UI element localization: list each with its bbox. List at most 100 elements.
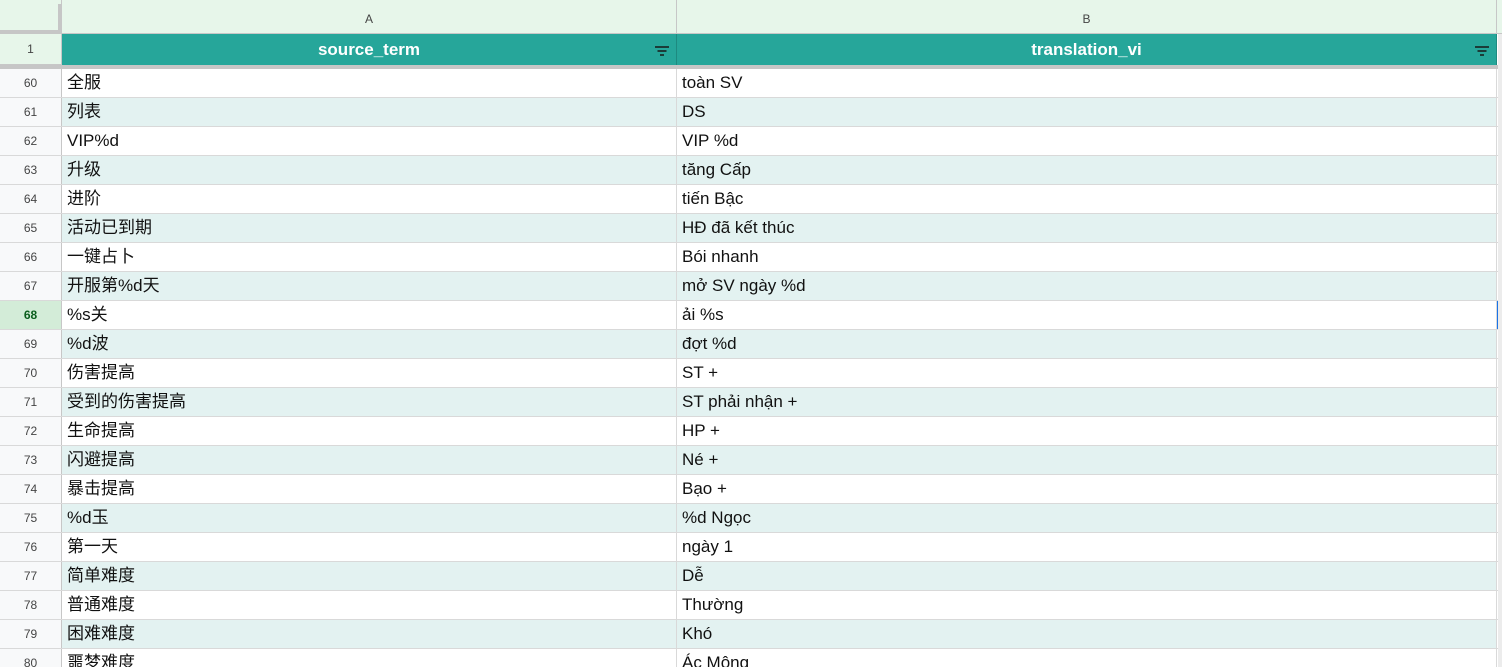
translation-cell[interactable]: VIP %d [677,127,1497,155]
select-all-corner[interactable] [0,0,62,34]
column-header-b[interactable]: B [677,0,1497,34]
translation-cell[interactable]: Thường [677,591,1497,619]
translation-cell[interactable]: HĐ đã kết thúc [677,214,1497,242]
freeze-handle-vertical[interactable] [58,4,62,34]
row-header[interactable]: 78 [0,591,62,619]
row-header[interactable]: 71 [0,388,62,416]
translation-cell[interactable]: %d Ngọc [677,504,1497,532]
table-row: 62 VIP%d VIP %d [0,127,1502,156]
vertical-scrollbar[interactable] [1498,34,1502,667]
table-row: 61 列表 DS [0,98,1502,127]
row-header-1[interactable]: 1 [0,34,62,65]
translation-cell[interactable]: ST + [677,359,1497,387]
source-term-cell[interactable]: 列表 [62,98,677,126]
source-term-cell[interactable]: %d玉 [62,504,677,532]
table-row: 68 %s关 ải %s [0,301,1502,330]
source-term-cell[interactable]: 伤害提高 [62,359,677,387]
translation-cell[interactable]: Dễ [677,562,1497,590]
data-rows: 60 全服 toàn SV 61 列表 DS 62 VIP%d VIP %d 6… [0,69,1502,667]
source-term-cell[interactable]: 进阶 [62,185,677,213]
row-header[interactable]: 63 [0,156,62,184]
table-row: 71 受到的伤害提高 ST phải nhận + [0,388,1502,417]
table-row: 79 困难难度 Khó [0,620,1502,649]
source-term-cell[interactable]: 第一天 [62,533,677,561]
column-header-bar [0,0,1502,34]
frozen-row-divider[interactable] [0,65,1502,69]
row-header[interactable]: 69 [0,330,62,358]
row-header[interactable]: 79 [0,620,62,648]
table-row: 60 全服 toàn SV [0,69,1502,98]
row-header[interactable]: 70 [0,359,62,387]
source-term-cell[interactable]: %d波 [62,330,677,358]
row-header[interactable]: 74 [0,475,62,503]
row-header[interactable]: 73 [0,446,62,474]
translation-cell[interactable]: Khó [677,620,1497,648]
row-header[interactable]: 66 [0,243,62,271]
source-term-cell[interactable]: 暴击提高 [62,475,677,503]
row-header[interactable]: 77 [0,562,62,590]
header-label-source-term: source_term [317,40,421,59]
row-header[interactable]: 64 [0,185,62,213]
source-term-cell[interactable]: 普通难度 [62,591,677,619]
table-row: 63 升级 tăng Cấp [0,156,1502,185]
source-term-cell[interactable]: 全服 [62,69,677,97]
translation-cell[interactable]: ải %s [677,301,1497,329]
translation-cell[interactable]: Bạo + [677,475,1497,503]
translation-cell[interactable]: DS [677,98,1497,126]
translation-cell[interactable]: Né + [677,446,1497,474]
source-term-cell[interactable]: 闪避提高 [62,446,677,474]
source-term-cell[interactable]: 简单难度 [62,562,677,590]
header-cell-translation-vi[interactable]: translation_vi [677,34,1497,65]
translation-cell[interactable]: Bói nhanh [677,243,1497,271]
table-row: 72 生命提高 HP + [0,417,1502,446]
row-header-active[interactable]: 68 [0,301,62,329]
filter-icon[interactable] [655,45,669,56]
row-header[interactable]: 65 [0,214,62,242]
column-header-a[interactable]: A [62,0,677,34]
source-term-cell[interactable]: 开服第%d天 [62,272,677,300]
translation-cell[interactable]: tăng Cấp [677,156,1497,184]
filter-icon[interactable] [1475,45,1489,56]
table-row: 80 噩梦难度 Ác Mộng [0,649,1502,667]
translation-cell[interactable]: ngày 1 [677,533,1497,561]
source-term-cell[interactable]: 受到的伤害提高 [62,388,677,416]
header-label-translation-vi: translation_vi [1031,40,1142,59]
row-header[interactable]: 62 [0,127,62,155]
source-term-cell[interactable]: 活动已到期 [62,214,677,242]
source-term-cell[interactable]: 噩梦难度 [62,649,677,667]
table-row: 69 %d波 đợt %d [0,330,1502,359]
source-term-cell[interactable]: VIP%d [62,127,677,155]
table-row: 76 第一天 ngày 1 [0,533,1502,562]
translation-cell[interactable]: tiến Bậc [677,185,1497,213]
translation-cell[interactable]: mở SV ngày %d [677,272,1497,300]
row-header[interactable]: 72 [0,417,62,445]
table-row: 74 暴击提高 Bạo + [0,475,1502,504]
table-row: 78 普通难度 Thường [0,591,1502,620]
table-row: 65 活动已到期 HĐ đã kết thúc [0,214,1502,243]
row-header[interactable]: 75 [0,504,62,532]
table-row: 67 开服第%d天 mở SV ngày %d [0,272,1502,301]
translation-cell[interactable]: HP + [677,417,1497,445]
source-term-cell[interactable]: 困难难度 [62,620,677,648]
source-term-cell[interactable]: 一键占卜 [62,243,677,271]
row-header[interactable]: 67 [0,272,62,300]
table-row: 75 %d玉 %d Ngọc [0,504,1502,533]
row-header[interactable]: 60 [0,69,62,97]
freeze-handle-horizontal[interactable] [0,30,62,34]
translation-cell[interactable]: ST phải nhận + [677,388,1497,416]
header-cell-source-term[interactable]: source_term [62,34,677,65]
row-header[interactable]: 76 [0,533,62,561]
row-header[interactable]: 80 [0,649,62,667]
translation-cell[interactable]: Ác Mộng [677,649,1497,667]
source-term-cell[interactable]: %s关 [62,301,677,329]
translation-cell[interactable]: toàn SV [677,69,1497,97]
source-term-cell[interactable]: 升级 [62,156,677,184]
source-term-cell[interactable]: 生命提高 [62,417,677,445]
table-row: 66 一键占卜 Bói nhanh [0,243,1502,272]
row-header[interactable]: 61 [0,98,62,126]
table-row: 70 伤害提高 ST + [0,359,1502,388]
translation-cell[interactable]: đợt %d [677,330,1497,358]
table-row: 77 简单难度 Dễ [0,562,1502,591]
table-row: 73 闪避提高 Né + [0,446,1502,475]
